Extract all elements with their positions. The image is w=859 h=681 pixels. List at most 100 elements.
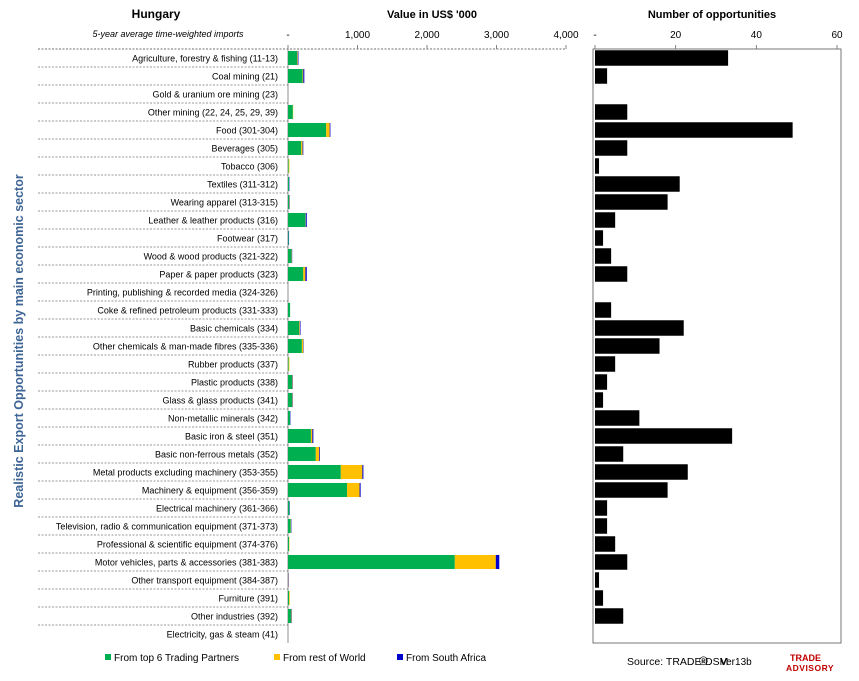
value-bar-sa: [360, 483, 361, 497]
value-bar-top6: [288, 537, 289, 551]
category-label: Printing, publishing & recorded media (3…: [87, 288, 278, 298]
category-label: Other chemicals & man-made fibres (335-3…: [93, 342, 278, 352]
value-bar-sa: [319, 447, 320, 461]
value-bar-sa: [305, 267, 306, 281]
subtitle: 5-year average time-weighted imports: [92, 29, 244, 39]
value-tick-label: 4,000: [553, 30, 578, 41]
count-tick-label: -: [593, 30, 596, 41]
category-label: Metal products excluding machinery (353-…: [93, 468, 278, 478]
category-label: Footwear (317): [217, 234, 278, 244]
category-label: Agriculture, forestry & fishing (11-13): [132, 54, 278, 64]
value-bar-top6: [288, 231, 289, 245]
value-bar-top6: [288, 213, 305, 227]
category-label: Other transport equipment (384-387): [131, 576, 278, 586]
value-bar-sa: [300, 321, 301, 335]
category-label: Coke & refined petroleum products (331-3…: [97, 306, 278, 316]
value-bar-top6: [288, 141, 301, 155]
count-chart-title: Number of opportunities: [648, 9, 776, 21]
category-label: Wearing apparel (313-315): [171, 198, 278, 208]
count-bars: [595, 50, 793, 623]
value-bar-top6: [288, 429, 311, 443]
legend-label-rest: From rest of World: [283, 653, 366, 664]
value-bar-top6: [288, 447, 316, 461]
value-bar-top6: [288, 339, 302, 353]
registered-mark: ®: [699, 654, 708, 668]
value-bar-top6: [288, 51, 297, 65]
value-bar-rest: [299, 321, 300, 335]
category-label: Electrical machinery (361-366): [156, 504, 278, 514]
value-bar-rest: [297, 51, 298, 65]
category-label: Other industries (392): [191, 612, 278, 622]
count-tick-label: 20: [670, 30, 682, 41]
category-label: Basic iron & steel (351): [185, 432, 278, 442]
value-tick-label: 2,000: [414, 30, 439, 41]
value-bar-sa: [312, 429, 313, 443]
value-bar-rest: [303, 267, 305, 281]
value-bar-top6: [288, 393, 292, 407]
count-bar: [595, 374, 607, 389]
category-label: Textiles (311-312): [207, 180, 278, 190]
count-bar: [595, 122, 793, 137]
count-bar: [595, 572, 599, 587]
value-bar-top6: [288, 519, 291, 533]
source-text: Source: TRADE-DSM: [627, 656, 728, 668]
category-label: Coal mining (21): [212, 72, 278, 82]
count-bar: [595, 536, 615, 551]
category-label: Wood & wood products (321-322): [144, 252, 278, 262]
value-bar-rest: [316, 447, 319, 461]
count-bar: [595, 482, 668, 497]
category-label: Plastic products (338): [191, 378, 278, 388]
category-label: Television, radio & communication equipm…: [56, 522, 278, 532]
value-bar-top6: [288, 69, 303, 83]
count-bar: [595, 392, 603, 407]
value-bar-rest: [301, 141, 302, 155]
value-bar-sa: [306, 213, 307, 227]
value-bar-sa: [496, 555, 499, 569]
value-bar-sa: [303, 69, 304, 83]
category-label: Electricity, gas & steam (41): [167, 630, 278, 640]
value-bar-top6: [288, 465, 341, 479]
count-bar: [595, 140, 627, 155]
value-bar-top6: [288, 249, 291, 263]
category-label: Food (301-304): [216, 126, 278, 136]
value-bar-top6: [288, 501, 289, 515]
category-label: Other mining (22, 24, 25, 29, 39): [148, 108, 278, 118]
value-bar-top6: [288, 555, 455, 569]
count-bar: [595, 464, 688, 479]
value-tick-label: 3,000: [484, 30, 509, 41]
legend-label-top6: From top 6 Trading Partners: [114, 653, 239, 664]
legend-swatch-sa: [397, 654, 403, 660]
count-bar: [595, 428, 732, 443]
value-bar-top6: [288, 411, 290, 425]
count-bar: [595, 176, 680, 191]
legend: From top 6 Trading Partners From rest of…: [105, 653, 486, 664]
logo-text-trade: TRADE: [790, 653, 821, 663]
category-labels: Agriculture, forestry & fishing (11-13) C…: [0, 49, 278, 643]
value-bar-top6: [288, 375, 292, 389]
value-chart-title: Value in US$ '000: [387, 9, 477, 21]
y-axis-title: Realistic Export Opportunities by main e…: [12, 174, 26, 508]
count-bar: [595, 302, 611, 317]
category-label: Paper & paper products (323): [159, 270, 278, 280]
count-bar: [595, 338, 660, 353]
value-bars: [288, 51, 499, 623]
value-bar-top6: [288, 195, 289, 209]
category-label: Professional & scientific equipment (374…: [97, 540, 278, 550]
count-bar: [595, 500, 607, 515]
count-bar: [595, 446, 623, 461]
category-label: Tobacco (306): [221, 162, 278, 172]
value-bar-rest: [455, 555, 496, 569]
version-text: Ver13b: [720, 657, 752, 668]
value-bar-sa: [298, 51, 299, 65]
value-tick-label: 1,000: [345, 30, 370, 41]
value-bar-top6: [288, 609, 291, 623]
count-bar: [595, 590, 603, 605]
value-bar-rest: [303, 69, 304, 83]
category-label: Gold & uranium ore mining (23): [152, 90, 278, 100]
count-bar: [595, 68, 607, 83]
value-bar-rest: [302, 339, 303, 353]
count-bar: [595, 554, 627, 569]
category-label: Non-metallic minerals (342): [168, 414, 278, 424]
count-bar: [595, 608, 623, 623]
